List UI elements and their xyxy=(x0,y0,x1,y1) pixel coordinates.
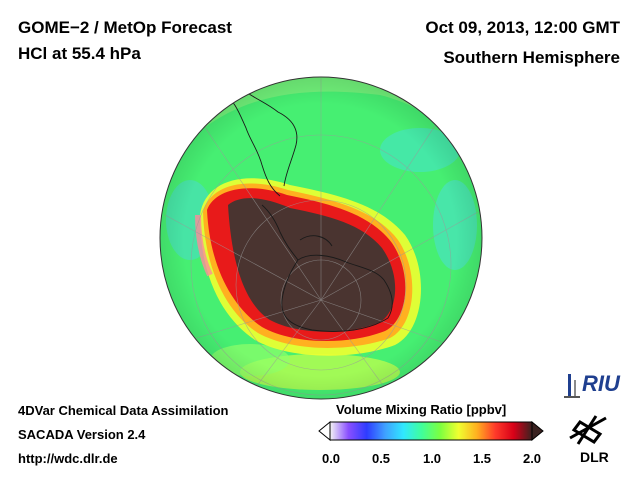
colorbar-tick-0: 0.0 xyxy=(321,451,341,466)
forecast-date: Oct 09, 2013, 12:00 GMT xyxy=(425,18,620,37)
footer-line-1: 4DVar Chemical Data Assimilation xyxy=(18,403,229,418)
riu-logo-text: RIU xyxy=(582,371,620,396)
colorbar-tick-3: 1.5 xyxy=(472,451,492,466)
colorbar-high-arrow xyxy=(531,420,544,442)
title-line-1: GOME−2 / MetOp Forecast xyxy=(18,18,232,37)
colorbar-tick-1: 0.5 xyxy=(371,451,391,466)
colorbar-tick-4: 2.0 xyxy=(522,451,542,466)
globe-outline xyxy=(159,76,483,400)
region-label: Southern Hemisphere xyxy=(443,48,620,67)
dlr-logo-icon xyxy=(569,415,607,445)
colorbar-gradient xyxy=(329,421,533,441)
riu-logo-icon xyxy=(564,374,580,398)
colorbar-tick-2: 1.0 xyxy=(422,451,442,466)
colorbar xyxy=(318,420,544,442)
colorbar-low-arrow xyxy=(318,420,331,442)
title-line-2: HCl at 55.4 hPa xyxy=(18,44,141,63)
footer-line-2: SACADA Version 2.4 xyxy=(18,427,146,442)
footer-url: http://wdc.dlr.de xyxy=(18,451,118,466)
colorbar-title: Volume Mixing Ratio [ppbv] xyxy=(336,402,507,417)
dlr-logo-text: DLR xyxy=(580,449,609,465)
